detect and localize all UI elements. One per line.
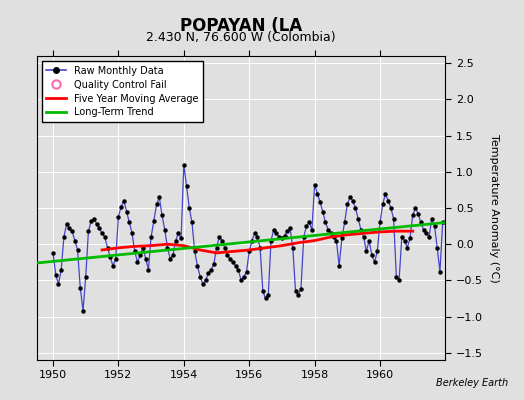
Title: POPAYAN (LA: POPAYAN (LA xyxy=(180,17,302,35)
Text: 2.430 N, 76.600 W (Colombia): 2.430 N, 76.600 W (Colombia) xyxy=(146,31,336,44)
Y-axis label: Temperature Anomaly (°C): Temperature Anomaly (°C) xyxy=(489,134,499,282)
Legend: Raw Monthly Data, Quality Control Fail, Five Year Moving Average, Long-Term Tren: Raw Monthly Data, Quality Control Fail, … xyxy=(41,61,203,122)
Text: Berkeley Earth: Berkeley Earth xyxy=(436,378,508,388)
